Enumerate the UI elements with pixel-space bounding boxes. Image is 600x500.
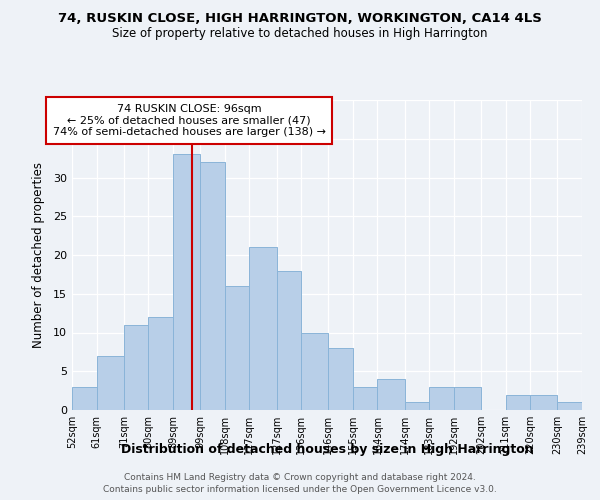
Bar: [225, 286, 249, 410]
Bar: [429, 387, 454, 410]
Bar: [97, 356, 124, 410]
Bar: [506, 394, 530, 410]
Bar: [530, 394, 557, 410]
Text: 74, RUSKIN CLOSE, HIGH HARRINGTON, WORKINGTON, CA14 4LS: 74, RUSKIN CLOSE, HIGH HARRINGTON, WORKI…: [58, 12, 542, 26]
Bar: [249, 247, 277, 410]
Bar: [557, 402, 582, 410]
Bar: [72, 387, 97, 410]
Text: Contains public sector information licensed under the Open Government Licence v3: Contains public sector information licen…: [103, 485, 497, 494]
Bar: [405, 402, 429, 410]
Bar: [301, 332, 328, 410]
Bar: [454, 387, 481, 410]
Bar: [377, 379, 405, 410]
Bar: [353, 387, 377, 410]
Text: Distribution of detached houses by size in High Harrington: Distribution of detached houses by size …: [121, 442, 533, 456]
Y-axis label: Number of detached properties: Number of detached properties: [32, 162, 44, 348]
Bar: [124, 325, 148, 410]
Bar: [277, 270, 301, 410]
Bar: [148, 317, 173, 410]
Text: 74 RUSKIN CLOSE: 96sqm
← 25% of detached houses are smaller (47)
74% of semi-det: 74 RUSKIN CLOSE: 96sqm ← 25% of detached…: [53, 104, 326, 137]
Text: Size of property relative to detached houses in High Harrington: Size of property relative to detached ho…: [112, 28, 488, 40]
Bar: [328, 348, 353, 410]
Bar: [200, 162, 225, 410]
Bar: [173, 154, 200, 410]
Text: Contains HM Land Registry data © Crown copyright and database right 2024.: Contains HM Land Registry data © Crown c…: [124, 472, 476, 482]
